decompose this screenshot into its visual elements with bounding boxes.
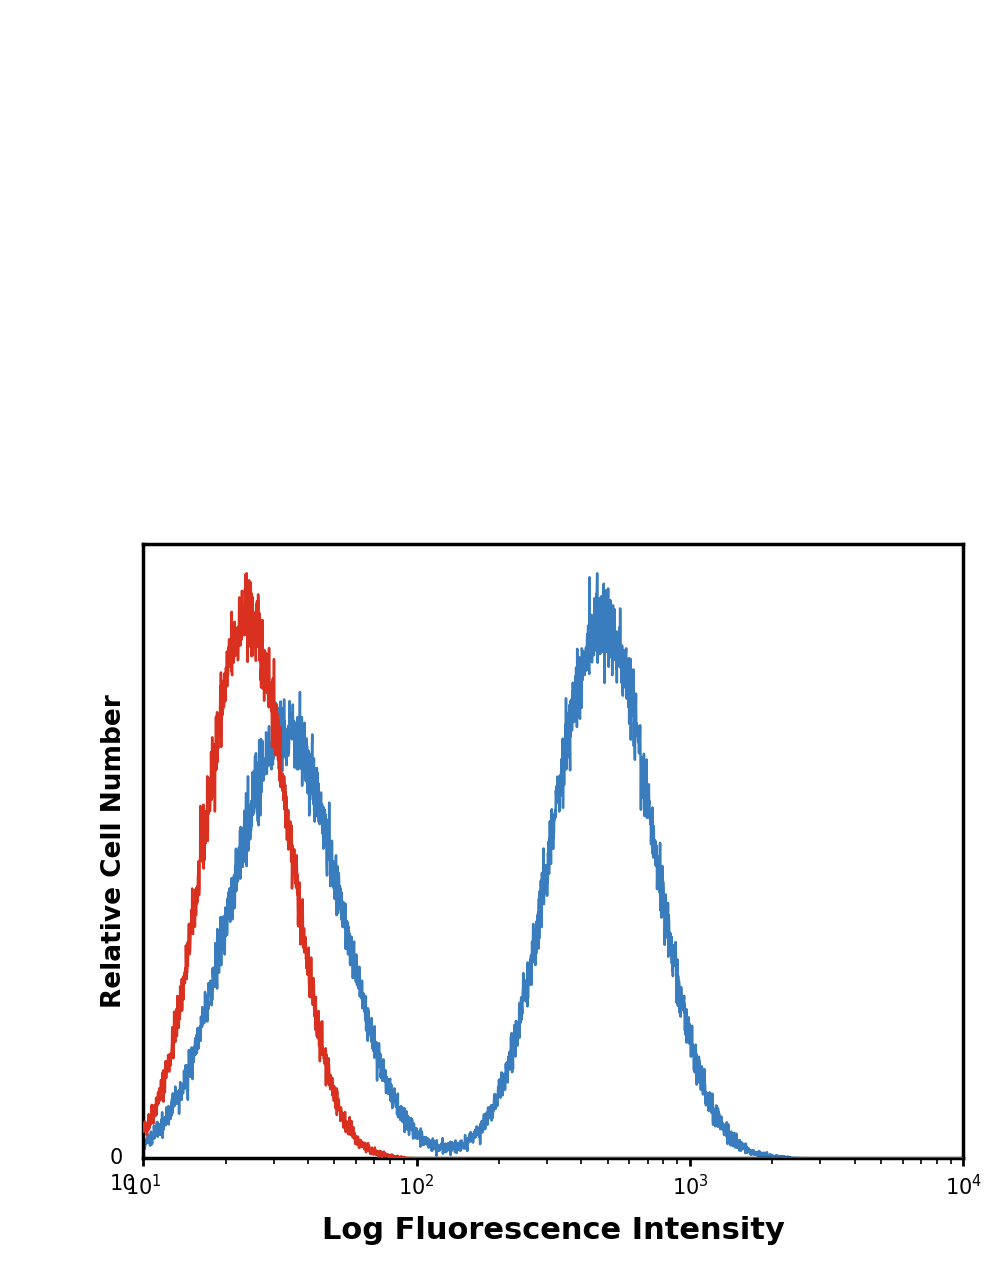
Y-axis label: Relative Cell Number: Relative Cell Number [101,694,126,1009]
X-axis label: Log Fluorescence Intensity: Log Fluorescence Intensity [322,1216,784,1244]
Text: 0: 0 [110,1148,123,1169]
Text: 10: 10 [110,1174,136,1194]
